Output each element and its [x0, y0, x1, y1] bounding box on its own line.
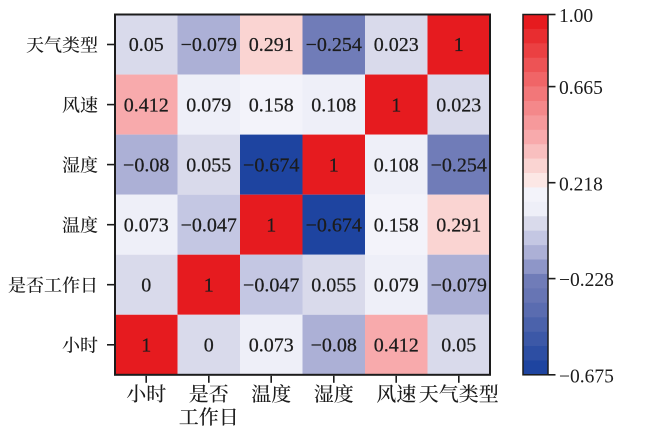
svg-text:−0.047: −0.047 [243, 274, 299, 296]
svg-text:0.023: 0.023 [436, 94, 481, 116]
svg-text:−0.08: −0.08 [123, 154, 169, 176]
svg-text:0.055: 0.055 [186, 154, 231, 176]
svg-text:0.291: 0.291 [436, 214, 481, 236]
svg-text:0.055: 0.055 [311, 274, 356, 296]
svg-text:−0.08: −0.08 [311, 335, 357, 357]
svg-text:0.079: 0.079 [374, 274, 419, 296]
svg-text:1: 1 [266, 214, 276, 236]
svg-text:−0.079: −0.079 [431, 274, 487, 296]
svg-text:−0.254: −0.254 [306, 34, 362, 56]
svg-text:−0.674: −0.674 [243, 154, 299, 176]
svg-text:−0.675: −0.675 [559, 366, 614, 387]
svg-text:0.108: 0.108 [311, 94, 356, 116]
svg-text:1: 1 [204, 274, 214, 296]
svg-text:0.073: 0.073 [249, 335, 294, 357]
svg-text:1: 1 [329, 154, 339, 176]
svg-text:0.158: 0.158 [374, 214, 419, 236]
svg-text:0: 0 [204, 335, 214, 357]
svg-text:0.079: 0.079 [186, 94, 231, 116]
svg-text:−0.047: −0.047 [181, 214, 237, 236]
svg-text:1: 1 [454, 34, 464, 56]
svg-text:0.291: 0.291 [249, 34, 294, 56]
svg-text:−0.674: −0.674 [306, 214, 362, 236]
svg-text:1.00: 1.00 [559, 6, 593, 27]
svg-text:1: 1 [391, 94, 401, 116]
svg-text:−0.079: −0.079 [181, 34, 237, 56]
svg-text:0.412: 0.412 [124, 94, 169, 116]
svg-text:0.108: 0.108 [374, 154, 419, 176]
svg-text:0.023: 0.023 [374, 34, 419, 56]
svg-text:0.158: 0.158 [249, 94, 294, 116]
svg-text:−0.254: −0.254 [431, 154, 487, 176]
svg-text:0.665: 0.665 [559, 78, 603, 99]
svg-text:0.218: 0.218 [559, 174, 603, 195]
svg-text:−0.228: −0.228 [559, 270, 614, 291]
svg-text:0.412: 0.412 [374, 335, 419, 357]
svg-text:1: 1 [141, 335, 151, 357]
svg-text:0: 0 [141, 274, 151, 296]
svg-text:0.05: 0.05 [129, 34, 164, 56]
svg-text:0.05: 0.05 [441, 335, 476, 357]
svg-text:0.073: 0.073 [124, 214, 169, 236]
